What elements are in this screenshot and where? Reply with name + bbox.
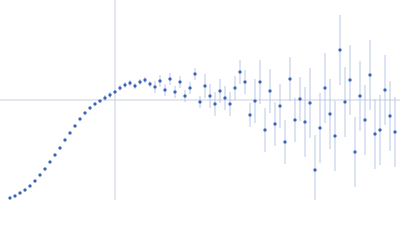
data-point <box>128 81 132 85</box>
data-point <box>153 85 157 89</box>
data-point <box>358 94 362 98</box>
data-point <box>238 70 242 74</box>
data-point <box>158 79 162 83</box>
data-point <box>113 90 117 94</box>
data-point <box>393 130 397 134</box>
data-point <box>273 122 277 126</box>
data-point <box>328 112 332 116</box>
data-point <box>333 134 337 138</box>
data-point <box>93 102 97 106</box>
data-point <box>68 131 72 135</box>
data-point <box>348 78 352 82</box>
data-point <box>28 184 32 188</box>
data-point <box>88 106 92 110</box>
data-point <box>123 83 127 87</box>
data-point <box>118 86 122 90</box>
data-point <box>48 160 52 164</box>
data-point <box>248 113 252 117</box>
data-point <box>163 88 167 92</box>
data-point <box>208 94 212 98</box>
data-point <box>193 72 197 76</box>
data-point <box>368 73 372 77</box>
data-point <box>293 118 297 122</box>
data-point <box>8 196 12 200</box>
data-point <box>133 84 137 88</box>
data-point <box>388 114 392 118</box>
data-point <box>23 188 27 192</box>
data-point <box>243 80 247 84</box>
data-point <box>138 80 142 84</box>
data-point <box>268 89 272 93</box>
data-point <box>78 117 82 121</box>
data-point <box>323 86 327 90</box>
data-point <box>278 104 282 108</box>
data-point <box>213 102 217 106</box>
data-point <box>58 146 62 150</box>
data-point <box>43 167 47 171</box>
data-point <box>83 111 87 115</box>
data-point <box>108 93 112 97</box>
data-point <box>343 100 347 104</box>
data-point <box>188 86 192 90</box>
data-point <box>178 80 182 84</box>
data-point <box>18 191 22 195</box>
data-point <box>363 118 367 122</box>
data-point <box>233 86 237 90</box>
data-point <box>228 102 232 106</box>
data-point <box>198 100 202 104</box>
data-point <box>98 99 102 103</box>
data-point <box>263 128 267 132</box>
data-point <box>63 138 67 142</box>
data-point <box>218 89 222 93</box>
data-point <box>203 84 207 88</box>
data-point <box>373 132 377 136</box>
data-point <box>378 128 382 132</box>
data-point <box>308 101 312 105</box>
data-point <box>253 99 257 103</box>
data-point <box>338 48 342 52</box>
data-point <box>33 179 37 183</box>
data-point <box>173 90 177 94</box>
data-point <box>298 97 302 101</box>
data-point <box>288 77 292 81</box>
data-point <box>168 77 172 81</box>
data-point <box>73 124 77 128</box>
data-point <box>148 82 152 86</box>
data-point <box>143 78 147 82</box>
data-point <box>258 80 262 84</box>
data-point <box>313 168 317 172</box>
data-point <box>53 153 57 157</box>
data-point <box>38 173 42 177</box>
chart <box>0 0 400 200</box>
data-point <box>13 194 17 198</box>
data-point <box>283 140 287 144</box>
data-point <box>183 94 187 98</box>
data-point <box>103 96 107 100</box>
data-point <box>223 96 227 100</box>
data-point <box>303 120 307 124</box>
data-point <box>318 126 322 130</box>
data-point <box>353 150 357 154</box>
data-point <box>383 88 387 92</box>
